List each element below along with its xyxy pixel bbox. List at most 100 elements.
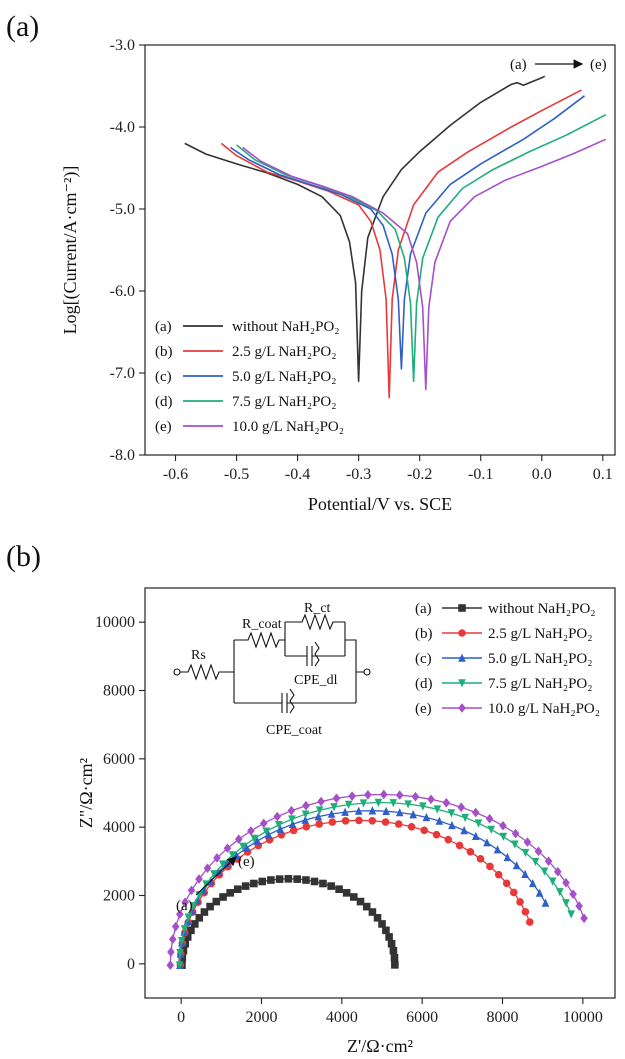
data-point [328, 818, 337, 826]
cpe-coat-glyph [289, 688, 295, 714]
data-point [404, 800, 412, 809]
data-point [166, 960, 175, 970]
data-point [332, 793, 341, 804]
data-point [483, 838, 491, 847]
data-point [250, 834, 259, 843]
x-tick-label: -0.1 [468, 466, 493, 483]
data-point [301, 810, 310, 819]
data-point [521, 848, 530, 858]
data-point [391, 961, 399, 969]
plot-b-legend: (a) without NaH₂PO₂ (b) 2.5 g/L NaH₂PO₂ (c) 5… [415, 601, 600, 717]
legend-tag: (a) [155, 319, 172, 335]
data-point [526, 918, 534, 926]
legend-label: 5.0 g/L NaH₂PO₂ [232, 369, 336, 385]
data-point [509, 888, 518, 897]
data-point [521, 908, 530, 916]
data-point [284, 875, 293, 883]
plot-b-annotation: (a) (e) [176, 854, 255, 914]
data-point [190, 920, 199, 928]
data-point [330, 803, 338, 812]
plot-a-lines [184, 75, 607, 399]
data-point [219, 893, 227, 901]
data-point [359, 799, 368, 808]
y-tick-label: 0 [127, 956, 135, 973]
y-tick-label: 10000 [95, 614, 135, 631]
data-point [395, 808, 404, 817]
data-point [167, 947, 175, 957]
cpe-coat-element [234, 693, 356, 713]
data-point [195, 914, 204, 922]
plot-a-xlabel: Potential/V vs. SCE [308, 494, 452, 514]
data-point [487, 825, 496, 834]
data-point [183, 933, 192, 941]
data-point [567, 910, 576, 919]
data-point [368, 908, 377, 916]
plot-b-ylabel: Z"/Ω·cm² [76, 758, 96, 828]
x-tick-label: 6000 [406, 1009, 438, 1026]
data-point [569, 889, 577, 899]
data-point [247, 826, 255, 836]
data-point [474, 819, 483, 828]
legend-label: 10.0 g/L NaH₂PO₂ [232, 419, 344, 435]
data-point [214, 867, 223, 876]
data-point [349, 893, 358, 901]
series-line-3 [178, 801, 572, 966]
data-point [335, 885, 343, 894]
data-point [472, 831, 480, 840]
legend-tag: (e) [155, 419, 172, 435]
data-point [499, 820, 507, 831]
data-point [511, 828, 520, 839]
label-cpe-dl: CPE_dl [294, 673, 338, 688]
data-point [448, 820, 456, 830]
data-point [556, 888, 564, 897]
legend-label: without NaH₂PO₂ [232, 319, 340, 335]
data-point [378, 920, 386, 928]
data-point [575, 901, 583, 911]
annotation-b-start: (a) [176, 898, 193, 914]
data-point [512, 861, 521, 870]
data-point [301, 815, 310, 824]
data-point [288, 815, 296, 824]
data-point [447, 809, 456, 818]
panel-b-label: (b) [6, 540, 41, 573]
data-point [422, 812, 431, 822]
data-point [319, 879, 327, 888]
resistor-rct [285, 613, 345, 631]
data-point [181, 897, 189, 907]
data-point [348, 791, 356, 801]
data-point [341, 817, 350, 825]
data-point [327, 809, 336, 818]
legend-label: 5.0 g/L NaH₂PO₂ [488, 651, 592, 667]
data-point [458, 629, 466, 637]
data-point [455, 841, 464, 850]
x-tick-label: -0.2 [407, 466, 432, 483]
data-point [226, 889, 234, 897]
data-point [458, 703, 466, 713]
plot-b-points [166, 789, 588, 970]
legend-label: 10.0 g/L NaH₂PO₂ [488, 701, 600, 717]
data-point [516, 898, 524, 906]
data-point [176, 949, 184, 958]
y-tick-label: 8000 [103, 683, 135, 700]
plot-a-annotation: (a) (e) [510, 57, 607, 73]
data-point [234, 834, 243, 844]
x-tick-label: -0.6 [163, 466, 188, 483]
x-tick-label: 4000 [326, 1009, 358, 1026]
equivalent-circuit-labels: Rs R_coat R_ct CPE_dl CPE_coat [191, 601, 338, 738]
data-point [411, 791, 420, 802]
data-point [223, 843, 232, 854]
data-point [241, 882, 250, 890]
data-point [458, 679, 466, 688]
data-point [580, 913, 588, 924]
annotation-b-arrow [195, 856, 237, 896]
data-point [187, 885, 196, 896]
data-point [523, 837, 532, 847]
plot-b-ticks: 0 2000 4000 6000 8000 10000 0 2000 4000 6000 8000 1… [95, 614, 603, 1026]
x-tick-label: 0.1 [593, 466, 613, 483]
data-point [494, 870, 503, 879]
panel-a: (a) -0.6 -0.5 -0.4 -0.3 -0.2 -0.1 0.0 0.1 -3.0 -4… [6, 10, 616, 514]
y-tick-label: -5.0 [110, 201, 135, 218]
data-point [427, 794, 435, 805]
data-point [409, 810, 417, 819]
